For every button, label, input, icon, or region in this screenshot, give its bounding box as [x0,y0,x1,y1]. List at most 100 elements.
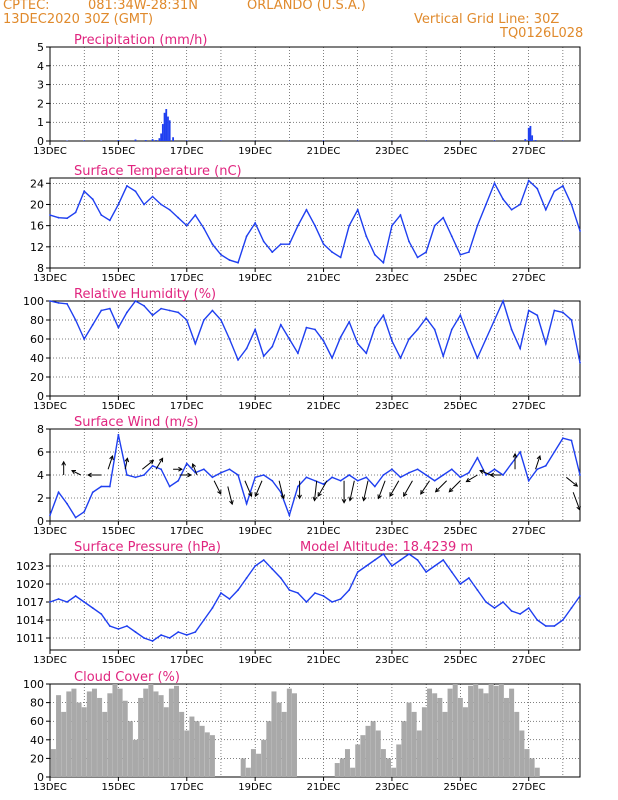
data-point-temp [185,224,188,227]
data-point-press [279,577,282,579]
code-label: TQ0126L028 [500,26,584,41]
y-tick-label: 1014 [16,614,44,627]
bar-cloud [498,684,504,777]
x-tick-label: 13DEC [33,782,67,793]
data-point-wind [536,468,539,471]
data-point-wind [442,474,445,476]
bar-cloud [401,721,407,777]
data-point-press [433,565,436,567]
wind-arrow-head [377,494,382,500]
data-point-temp [348,224,351,227]
data-point-press [57,598,60,600]
data-point-temp [91,198,94,201]
data-point-rh [74,319,77,321]
bar-cloud [143,688,149,777]
data-point-wind [356,479,359,482]
bar-cloud [406,702,412,777]
bar-cloud [132,739,138,777]
data-point-wind [399,476,402,479]
data-point-rh [519,347,522,350]
series-line-rh [49,299,581,363]
data-point-temp [160,203,163,206]
bar-cloud [370,721,376,777]
panel-annotation: Model Altitude: 18.4239 m [300,540,473,555]
data-point-press [442,559,445,561]
bar-cloud [199,725,205,777]
bar-cloud [194,721,200,777]
data-point-rh [279,323,282,326]
data-point-temp [151,195,154,198]
x-tick-label: 23DEC [375,146,409,157]
data-point-wind [228,468,231,471]
bar-precip [493,140,496,141]
bar-cloud [375,730,381,777]
data-point-press [382,553,385,555]
data-point-temp [519,203,522,206]
data-point-temp [57,216,60,219]
data-point-wind [562,437,564,440]
data-point-press [485,601,487,603]
data-point-wind [49,514,51,517]
plot-frame [49,177,581,269]
data-point-press [262,559,265,561]
data-point-wind [433,479,436,482]
data-point-press [177,631,180,633]
bar-precip [531,135,534,141]
data-point-temp [49,214,51,216]
data-point-press [373,559,376,561]
bar-cloud [81,707,87,777]
panel-precip [46,46,581,145]
data-point-temp [100,214,103,216]
x-tick-label: 23DEC [375,782,409,793]
data-point-rh [391,340,393,342]
data-point-rh [126,311,128,314]
data-point-press [271,568,274,570]
bar-cloud [350,767,356,777]
bar-cloud [509,688,515,777]
bar-precip [167,116,169,141]
x-tick-label: 21DEC [307,655,341,666]
bar-cloud [457,697,463,777]
data-point-temp [220,253,222,256]
data-point-wind [143,474,145,476]
panel-press [46,553,581,654]
data-point-rh [254,328,257,331]
bar-cloud [514,711,520,777]
wind-arrow [244,480,252,497]
y-tick-label: 16 [30,220,44,233]
data-point-wind [579,474,581,476]
bar-cloud [148,684,154,777]
data-point-rh [117,326,120,329]
bar-precip [163,112,166,141]
data-point-press [391,565,393,567]
data-point-wind [348,474,351,476]
data-point-temp [408,240,410,243]
data-point-temp [245,235,248,238]
data-point-wind [408,471,410,474]
panel-title: Surface Temperature (nC) [74,164,242,179]
data-point-rh [57,302,60,304]
wind-arrow [227,486,233,505]
y-tick-label: 1011 [16,632,44,645]
data-point-temp [450,235,453,238]
data-point-press [220,592,222,594]
data-point-press [168,637,171,639]
data-point-temp [416,256,419,259]
data-point-wind [100,485,103,488]
wind-arrow-head [341,498,347,504]
data-point-temp [288,243,291,246]
wind-arrow [314,480,318,501]
wind-arrow [71,470,81,476]
data-point-press [365,565,368,567]
wind-arrow-head [465,477,471,483]
bar-cloud [411,711,417,777]
data-point-rh [160,307,163,310]
x-tick-label: 17DEC [170,526,204,537]
wind-arrow-head [158,457,164,463]
data-point-temp [476,224,479,227]
data-point-wind [262,474,265,476]
data-point-rh [177,311,180,314]
y-tick-label: 1023 [16,560,44,573]
grid-note-label: Vertical Grid Line: 30Z [414,12,560,27]
wind-arrow-head [403,492,408,498]
